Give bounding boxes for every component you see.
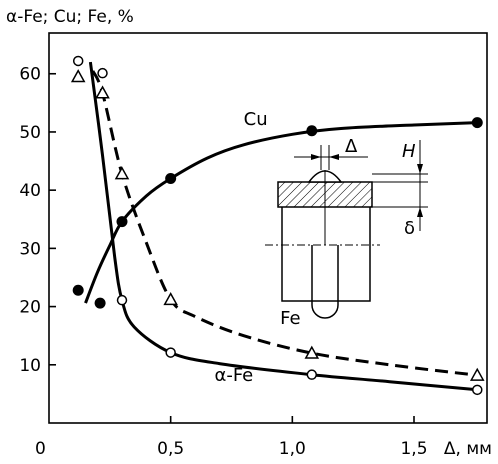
data-point-cu — [165, 173, 177, 185]
plot-frame — [48, 32, 488, 424]
data-point-fe — [163, 292, 178, 306]
weld-inset-diagram: Δ H δ — [265, 136, 428, 319]
series-markers — [70, 55, 485, 396]
inset-delta-arrow-left — [311, 154, 321, 160]
data-point-cu — [471, 117, 483, 129]
data-point-cu — [116, 216, 128, 228]
y-tick-label: 10 — [19, 356, 41, 376]
data-point-alpha-fe — [306, 369, 318, 380]
inset-h-arrow — [417, 164, 423, 174]
inset-workpiece-outline — [281, 207, 371, 302]
data-point-fe — [469, 367, 485, 381]
y-tick-label: 50 — [19, 123, 41, 143]
data-point-fe — [95, 85, 110, 99]
x-tick-label: 0,5 — [157, 439, 184, 459]
data-point-alpha-fe — [72, 55, 84, 67]
inset-label-h: H — [402, 141, 416, 162]
series-labels: Cu Fe α-Fe — [214, 109, 300, 386]
inset-electrode — [311, 245, 339, 319]
series-label: Cu — [244, 109, 268, 130]
data-point-cu — [306, 125, 318, 137]
data-point-cu — [94, 297, 106, 309]
data-point-fe — [304, 345, 320, 359]
axis-ticks: 10 20 30 40 50 60 0 0,5 1,0 1,5 — [19, 65, 427, 459]
y-axis-title: α-Fe; Cu; Fe, % — [6, 7, 134, 27]
data-point-fe — [70, 69, 86, 83]
series-line-alpha-fe — [88, 61, 478, 392]
y-tick-label: 60 — [19, 65, 41, 85]
data-point-alpha-fe — [116, 294, 128, 306]
inset-delta-arrow-right — [329, 154, 339, 160]
x-tick-label: 1,0 — [279, 439, 306, 459]
series-label: Fe — [280, 308, 300, 329]
x-axis-title: Δ, мм — [444, 439, 492, 459]
inset-label-thickness: δ — [404, 218, 415, 239]
y-tick-label: 30 — [19, 239, 41, 259]
x-tick-label: 1,5 — [400, 439, 427, 459]
y-tick-label: 40 — [19, 181, 41, 201]
data-point-cu — [72, 284, 84, 296]
inset-label-delta: Δ — [345, 136, 358, 157]
data-point-alpha-fe — [97, 67, 108, 79]
series-line-fe — [91, 70, 478, 377]
inset-delta-thickness-arrow — [417, 207, 423, 217]
data-point-alpha-fe — [165, 347, 176, 358]
series-line-cu — [84, 121, 478, 304]
data-point-fe — [114, 166, 130, 180]
data-point-alpha-fe — [472, 384, 483, 396]
x-tick-label: 0 — [35, 439, 46, 459]
y-tick-label: 20 — [19, 298, 41, 318]
series-label: α-Fe — [214, 365, 253, 386]
series-lines — [84, 61, 478, 392]
